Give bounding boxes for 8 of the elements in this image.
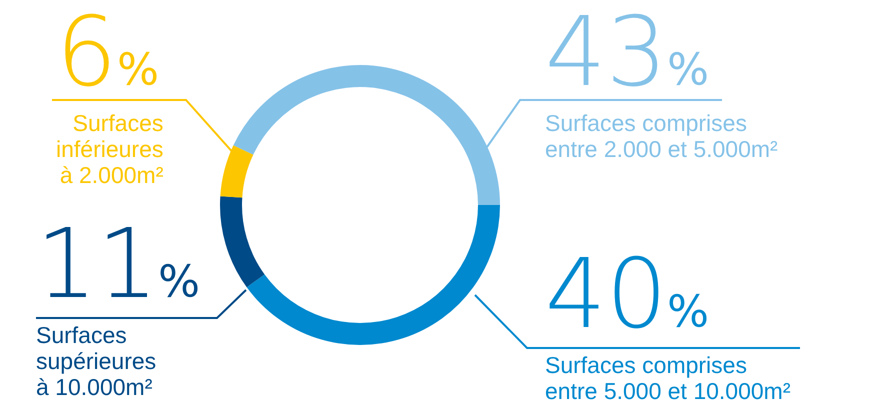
data-label: 6% xyxy=(56,0,159,108)
slice-label: Surfaces comprises entre 5.000 et 10.000m² xyxy=(545,352,791,404)
slice-label: Surfaces supérieures à 10.000m² xyxy=(36,322,156,400)
slice-label: Surfaces comprises entre 2.000 et 5.000m² xyxy=(545,110,778,162)
slice-label: Surfaces inférieures à 2.000m² xyxy=(56,110,164,188)
data-label: 11% xyxy=(36,208,200,320)
data-label: 40% xyxy=(545,238,709,350)
data-label: 43% xyxy=(545,0,709,108)
